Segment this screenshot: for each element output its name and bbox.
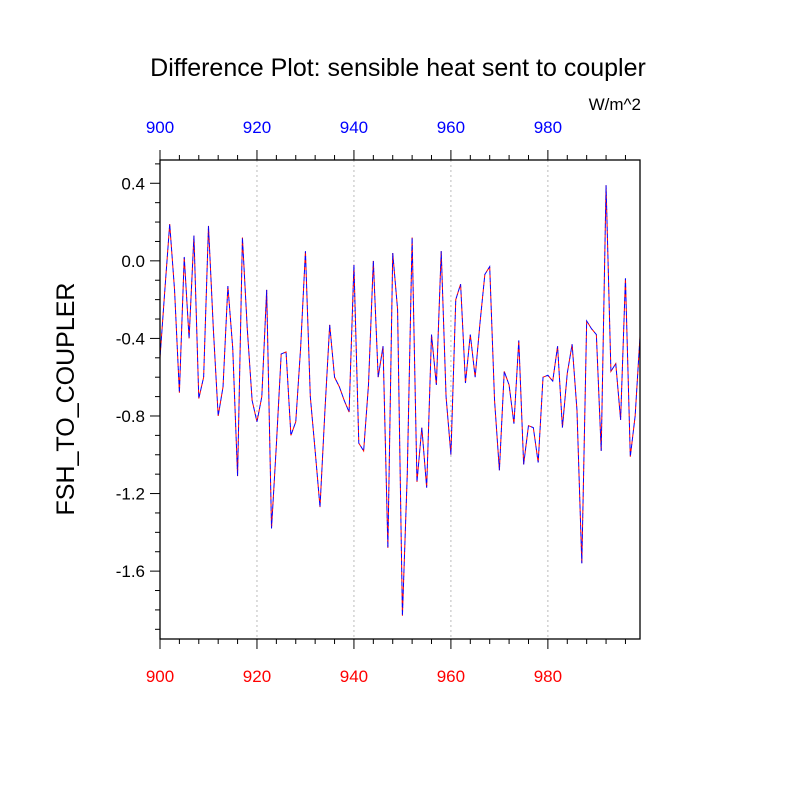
x-tick-label-bottom: 900: [146, 667, 174, 686]
grid-lines: [256, 160, 549, 639]
plot-frame: [159, 159, 641, 640]
chart-title: Difference Plot: sensible heat sent to c…: [150, 54, 646, 82]
x-tick-label-top: 940: [340, 118, 368, 137]
series-line-2: [159, 185, 641, 616]
units-label: W/m^2: [589, 95, 641, 114]
x-tick-label-bottom: 920: [243, 667, 271, 686]
y-tick-label: 0.4: [121, 174, 145, 193]
series-lines: [159, 185, 641, 616]
y-tick-label: -1.2: [116, 485, 145, 504]
tick-labels: 0.4 0.0 -0.4 -0.8 -1.2 -1.6 900 900 920 920 940 940…: [116, 118, 562, 686]
x-tick-label-bottom: 940: [340, 667, 368, 686]
x-tick-label-bottom: 980: [534, 667, 562, 686]
y-tick-label: -0.8: [116, 407, 145, 426]
y-tick-label: -0.4: [116, 329, 145, 348]
y-tick-label: -1.6: [116, 562, 145, 581]
y-axis-label: FSH_TO_COUPLER: [52, 283, 80, 516]
y-tick-label: 0.0: [121, 252, 145, 271]
x-tick-label-top: 980: [534, 118, 562, 137]
series-line-1: [159, 185, 641, 616]
x-tick-label-top: 920: [243, 118, 271, 137]
x-tick-label-top: 960: [437, 118, 465, 137]
x-tick-label-top: 900: [146, 118, 174, 137]
tick-marks: [150, 150, 626, 649]
x-tick-label-bottom: 960: [437, 667, 465, 686]
